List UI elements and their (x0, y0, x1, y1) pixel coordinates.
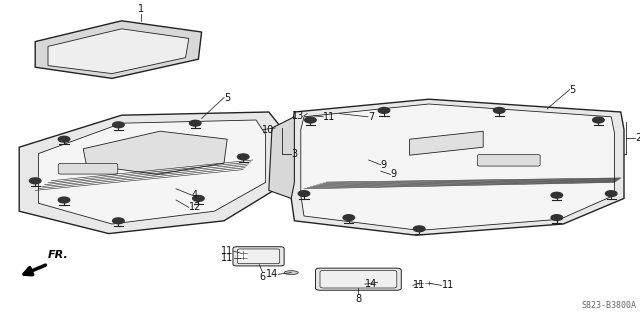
Circle shape (413, 226, 425, 232)
Text: 14: 14 (365, 279, 377, 289)
Circle shape (58, 136, 70, 142)
Ellipse shape (371, 280, 385, 284)
Circle shape (29, 178, 41, 184)
Text: 11: 11 (323, 112, 335, 122)
Circle shape (593, 117, 604, 123)
Text: 6: 6 (259, 272, 266, 282)
Circle shape (113, 122, 124, 128)
Text: 11: 11 (221, 246, 234, 256)
Text: 11: 11 (221, 252, 234, 263)
Circle shape (551, 192, 563, 198)
Circle shape (424, 281, 433, 285)
Circle shape (415, 281, 424, 285)
Circle shape (605, 191, 617, 196)
Text: 3: 3 (291, 148, 298, 159)
Text: 5: 5 (224, 92, 230, 103)
Circle shape (58, 197, 70, 203)
Text: 9: 9 (381, 160, 387, 170)
Circle shape (239, 251, 248, 255)
Text: 13: 13 (292, 111, 304, 121)
Text: S823-B3800A: S823-B3800A (582, 301, 637, 310)
Circle shape (193, 196, 204, 201)
Polygon shape (19, 112, 282, 234)
FancyBboxPatch shape (320, 270, 397, 288)
Circle shape (239, 255, 248, 260)
Circle shape (551, 215, 563, 220)
Ellipse shape (284, 271, 298, 275)
Circle shape (298, 191, 310, 196)
Polygon shape (269, 117, 294, 198)
Circle shape (305, 117, 316, 123)
Text: 12: 12 (189, 202, 201, 212)
Text: 2: 2 (635, 132, 640, 143)
Text: 8: 8 (355, 294, 362, 304)
Circle shape (493, 108, 505, 113)
Polygon shape (83, 131, 227, 174)
Polygon shape (38, 120, 266, 224)
Circle shape (113, 218, 124, 224)
Circle shape (189, 120, 201, 126)
Polygon shape (291, 99, 624, 235)
Text: 1: 1 (138, 4, 144, 14)
Polygon shape (410, 131, 483, 155)
FancyBboxPatch shape (477, 155, 540, 166)
FancyBboxPatch shape (316, 268, 401, 290)
Circle shape (378, 108, 390, 113)
Text: 5: 5 (570, 84, 576, 95)
Text: 4: 4 (192, 190, 198, 200)
FancyBboxPatch shape (58, 164, 118, 174)
FancyBboxPatch shape (233, 247, 284, 266)
Polygon shape (35, 21, 202, 78)
Text: 11: 11 (413, 280, 425, 291)
Polygon shape (301, 104, 614, 230)
Polygon shape (48, 29, 189, 74)
Text: 11: 11 (442, 280, 454, 291)
Circle shape (237, 154, 249, 160)
Text: 10: 10 (262, 124, 275, 135)
Text: 9: 9 (390, 169, 397, 180)
Circle shape (343, 215, 355, 220)
Text: FR.: FR. (48, 250, 68, 260)
FancyBboxPatch shape (237, 249, 280, 264)
Text: 7: 7 (368, 112, 374, 122)
Text: 14: 14 (266, 269, 278, 279)
